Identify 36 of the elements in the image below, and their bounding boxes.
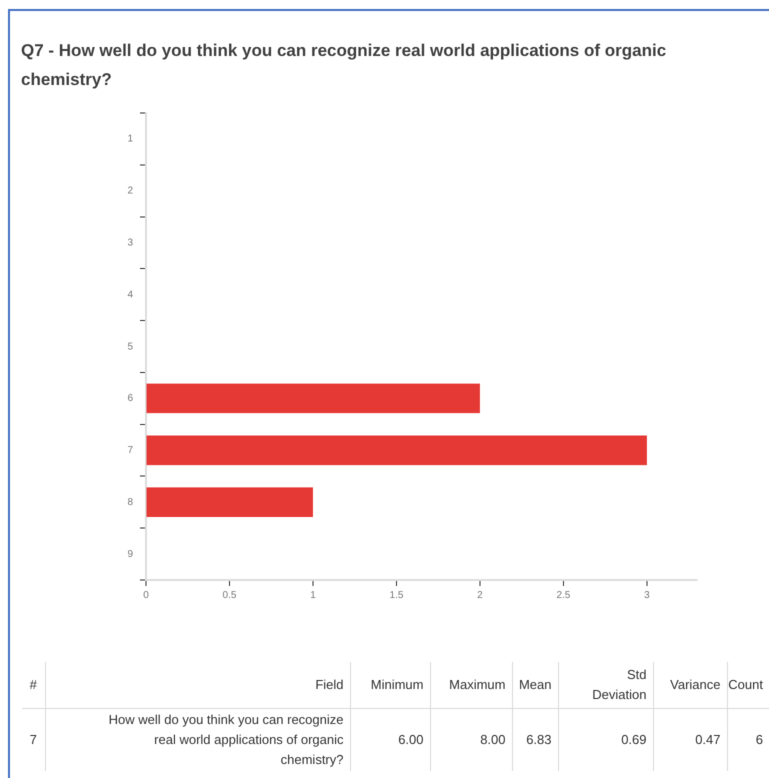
- text: How well do you think you can recognize real world applications of organic chemistry?: [45, 708, 350, 770]
- text: #: [28, 676, 38, 694]
- text: 8.00: [430, 708, 512, 770]
- x-tick-label: 2: [477, 590, 484, 601]
- text: 6.83: [512, 708, 558, 770]
- text: 6.00: [350, 708, 430, 770]
- text: 6: [727, 708, 769, 770]
- y-tick-label: 4: [127, 289, 134, 300]
- text: 0.47: [653, 708, 727, 770]
- text: Std Deviation: [558, 662, 653, 708]
- y-tick-label: 3: [127, 237, 134, 248]
- text: Mean: [512, 662, 558, 708]
- bar: [146, 487, 313, 517]
- y-tick-label: 2: [127, 186, 134, 197]
- text: Minimum: [350, 662, 430, 708]
- text: Variance: [653, 662, 727, 708]
- chart-title: Q7 - How well do you think you can recognize real world applications of organic chemistry?: [21, 40, 668, 91]
- y-tick-label: 9: [127, 548, 134, 560]
- text: 0.69: [558, 708, 653, 770]
- x-tick-label: 0.5: [222, 590, 237, 601]
- y-tick-label: 1: [127, 134, 134, 145]
- y-tick-label: 8: [127, 496, 134, 508]
- y-tick-label: 5: [127, 341, 134, 352]
- x-tick-label: 2.5: [556, 590, 571, 601]
- text: Field: [45, 662, 350, 708]
- text: Maximum: [430, 662, 512, 708]
- x-tick-label: 0: [143, 590, 150, 601]
- x-tick-label: 1.5: [390, 590, 404, 601]
- y-tick-label: 7: [127, 445, 134, 456]
- y-tick-label: 6: [127, 393, 134, 404]
- text: 7: [28, 730, 38, 748]
- bar: [146, 435, 647, 466]
- text: Count: [727, 662, 769, 708]
- bar: [146, 384, 480, 414]
- x-tick-label: 3: [644, 590, 650, 601]
- x-tick-label: 1: [310, 590, 316, 601]
